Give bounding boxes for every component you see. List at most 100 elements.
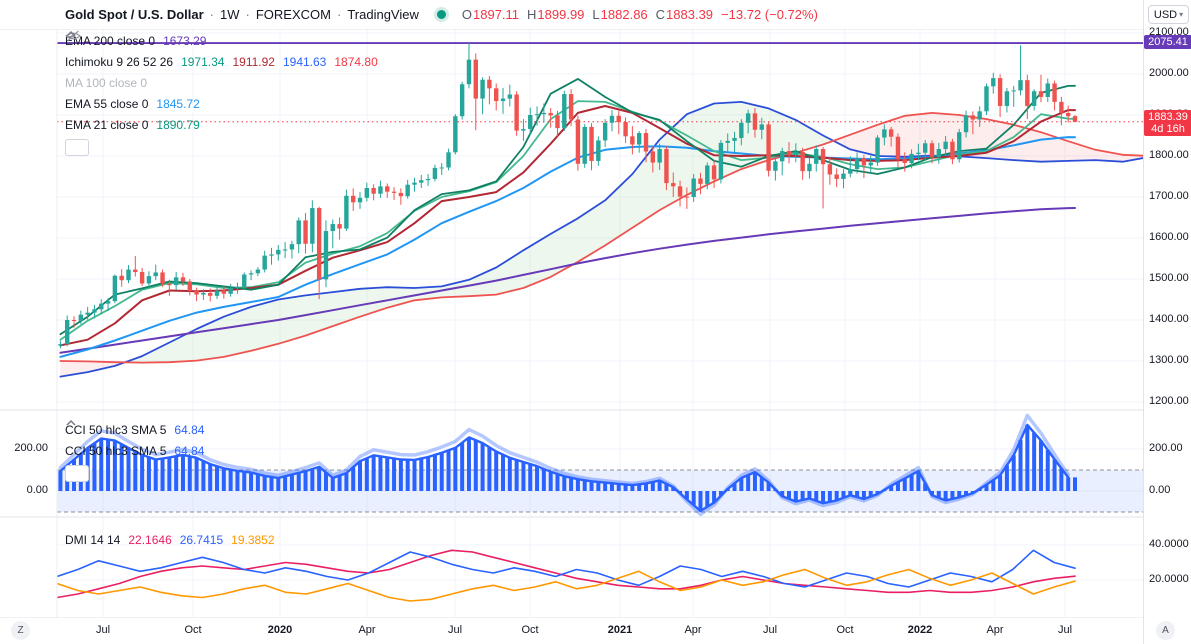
high-label: H xyxy=(527,7,537,22)
chevron-up-icon xyxy=(66,419,76,426)
time-axis-label: Oct xyxy=(521,624,539,636)
separator-dot: · xyxy=(336,7,342,22)
chevron-up-icon xyxy=(66,30,76,37)
main-indicator-label: Ichimoku 9 26 52 26 xyxy=(65,54,174,69)
auto-scale-button-label: A xyxy=(1162,625,1169,636)
main-indicator-collapse-button[interactable] xyxy=(65,30,89,156)
cci-indicator-row[interactable]: CCI 50 hlc3 SMA 5 64.84 xyxy=(65,419,212,440)
dmi-indicator-row[interactable]: DMI 14 14 22.1646 26.7415 19.3852 xyxy=(65,529,283,550)
main-indicator-row[interactable]: MA 100 close 0 xyxy=(65,30,386,93)
last-price-badge: 1883.39 4d 16h xyxy=(1144,109,1191,136)
dmi-indicator-label: DMI 14 14 xyxy=(65,532,121,547)
separator-dot: · xyxy=(209,7,215,22)
main-indicator-value: 1845.72 xyxy=(156,96,200,111)
cci-axis-label: 200.00 xyxy=(1149,442,1183,454)
open-label: O xyxy=(461,7,472,22)
cci-indicator-collapse-button[interactable] xyxy=(65,419,89,482)
cci-indicator-value: 64.84 xyxy=(174,443,205,458)
exchange-label: FOREXCOM xyxy=(255,7,331,22)
main-indicator-value: 1971.34 xyxy=(181,54,225,69)
change-value: −13.72 (−0.72%) xyxy=(721,7,818,22)
platform-label: TradingView xyxy=(347,7,419,22)
main-indicator-value: 1673.29 xyxy=(163,33,207,48)
time-axis-label: Apr xyxy=(986,624,1004,636)
price-axis-label: 2000.00 xyxy=(1149,67,1189,79)
price-axis-label: 2100.00 xyxy=(1149,26,1189,38)
auto-scale-button[interactable]: A xyxy=(1156,621,1175,640)
time-scale[interactable]: Jul Oct 2020 Apr Jul Oct 2021 Apr Jul Oct 2022 Apr J… xyxy=(0,618,1143,644)
indicator-legend-dmi: DMI 14 14 22.1646 26.7415 19.3852 xyxy=(65,529,283,550)
main-indicator-row[interactable]: EMA 55 close 0 1845.72 xyxy=(65,93,386,114)
main-indicator-value: 1874.80 xyxy=(334,54,378,69)
chart-header-toolbar: Gold Spot / U.S. Dollar · 1W · FOREXCOM … xyxy=(0,0,1143,29)
indicator-legend-cci: CCI 50 hlc3 SMA 5 64.84 CCI 50 hlc3 SMA 5 6… xyxy=(65,419,212,482)
currency-label: USD xyxy=(1153,8,1178,21)
main-indicator-label: EMA 200 close 0 xyxy=(65,33,156,48)
timezone-button-label: Z xyxy=(17,625,24,636)
timezone-button[interactable]: Z xyxy=(11,621,30,640)
main-indicator-value: 1890.79 xyxy=(156,117,200,132)
price-axis-label: 1700.00 xyxy=(1149,190,1189,202)
chart-canvas[interactable] xyxy=(0,0,1143,618)
market-status-icon[interactable] xyxy=(436,10,446,19)
ohlc-values: O 1897.11 H 1899.99 L 1882.86 C 1883.39 −13.… xyxy=(462,7,818,22)
cci-pane xyxy=(57,413,1143,517)
close-label: C xyxy=(655,7,666,22)
cci-axis-label: 0.00 xyxy=(1149,484,1171,496)
dmi-indicator-value: 19.3852 xyxy=(231,532,275,547)
time-axis-label: Oct xyxy=(836,624,854,636)
last-price-value: 1883.39 xyxy=(1148,110,1188,123)
dmi-axis-label: 40.0000 xyxy=(1149,538,1189,550)
bar-countdown: 4d 16h xyxy=(1151,122,1185,135)
time-axis-label: 2022 xyxy=(907,624,933,636)
main-indicator-label: EMA 21 close 0 xyxy=(65,117,149,132)
interval-button[interactable]: 1W xyxy=(220,7,240,22)
time-axis-label: Apr xyxy=(358,624,376,636)
time-axis-label: Jul xyxy=(1057,624,1073,636)
time-axis-label: Jul xyxy=(762,624,778,636)
price-axis-label: 1500.00 xyxy=(1149,272,1189,284)
time-axis-label: Jul xyxy=(447,624,463,636)
main-indicator-value: 1911.92 xyxy=(232,54,275,69)
dmi-indicator-value: 22.1646 xyxy=(128,532,172,547)
main-indicator-row[interactable]: EMA 200 close 0 1673.29 xyxy=(65,30,386,51)
chevron-down-icon: ▾ xyxy=(1179,10,1184,19)
separator-dot: · xyxy=(245,7,250,22)
dmi-axis-label: 20.0000 xyxy=(1149,573,1189,585)
cci-left-axis-label: 0.00 xyxy=(26,484,48,496)
cci-left-axis-label: 200.00 xyxy=(14,442,48,454)
low-value: 1882.86 xyxy=(600,7,648,22)
main-indicator-row[interactable]: Ichimoku 9 26 52 26 1971.34 1911.92 1941.63… xyxy=(65,51,386,72)
price-axis-label: 1400.00 xyxy=(1149,313,1189,325)
price-axis-label: 1200.00 xyxy=(1149,395,1189,407)
price-level-badge: 2075.41 xyxy=(1144,35,1191,50)
price-axis-label: 1300.00 xyxy=(1149,354,1189,366)
cci-indicator-label: CCI 50 hlc3 SMA 5 xyxy=(65,443,167,458)
cci-indicator-row[interactable]: CCI 50 hlc3 SMA 5 64.84 xyxy=(65,440,212,461)
main-indicator-label: MA 100 close 0 xyxy=(65,75,148,90)
dmi-pane xyxy=(57,549,1076,602)
time-axis-label: 2020 xyxy=(267,624,293,636)
dmi-indicator-value: 26.7415 xyxy=(179,532,224,547)
main-indicator-row[interactable]: EMA 21 close 0 1890.79 xyxy=(65,114,386,135)
price-axis-label: 1600.00 xyxy=(1149,231,1189,243)
symbol-title[interactable]: Gold Spot / U.S. Dollar xyxy=(65,7,204,22)
currency-dropdown[interactable]: USD ▾ xyxy=(1148,5,1189,24)
high-value: 1899.99 xyxy=(537,7,585,22)
time-axis-label: Apr xyxy=(684,624,702,636)
cci-indicator-value: 64.84 xyxy=(174,422,205,437)
low-label: L xyxy=(592,7,600,22)
price-axis-label: 1800.00 xyxy=(1149,149,1189,161)
main-indicator-label: EMA 55 close 0 xyxy=(65,96,149,111)
main-indicator-value: 1941.63 xyxy=(282,54,327,69)
time-axis-label: Oct xyxy=(184,624,202,636)
indicator-legend-main: EMA 200 close 0 1673.29 Ichimoku 9 26 52 2… xyxy=(65,30,386,156)
time-axis-label: 2021 xyxy=(607,624,633,636)
open-value: 1897.11 xyxy=(473,7,520,22)
price-pane xyxy=(57,42,1143,378)
right-price-scale[interactable]: USD ▾ 2100.002000.001900.001800.001700.0… xyxy=(1143,0,1191,644)
close-value: 1883.39 xyxy=(666,7,714,22)
candles xyxy=(58,43,1078,349)
cci-indicator-label: CCI 50 hlc3 SMA 5 xyxy=(65,422,167,437)
